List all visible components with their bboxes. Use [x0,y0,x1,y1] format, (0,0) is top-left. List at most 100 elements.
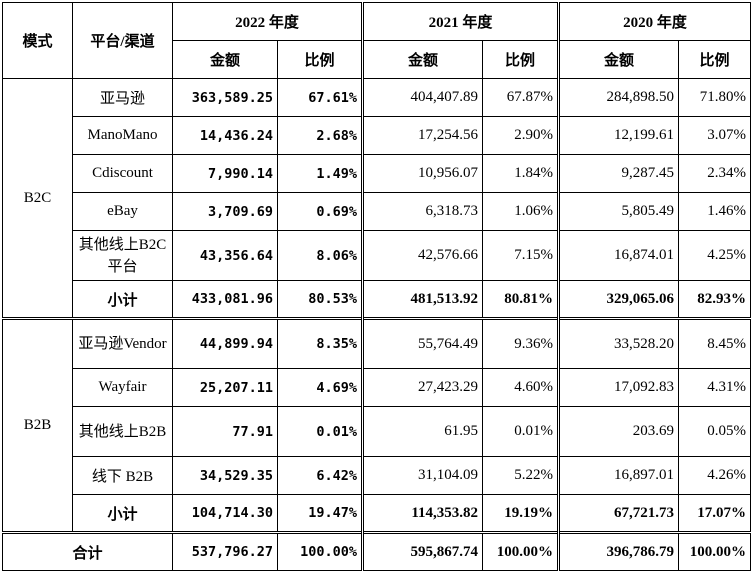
amount-cell: 25,207.11 [172,368,278,407]
ratio-cell: 7.15% [482,230,559,281]
ratio-cell: 82.93% [678,280,751,319]
amount-cell: 16,874.01 [557,230,679,281]
header-amount-2022: 金额 [172,40,278,79]
amount-cell: 17,092.83 [557,368,679,407]
amount-cell: 16,897.01 [557,456,679,495]
total-row: 合计 537,796.27 100.00% 595,867.74 100.00% 396,… [2,531,751,571]
table-row: 其他线上B2B 77.91 0.01% 61.95 0.01% 203.69 0.05% [3,406,751,457]
ratio-cell: 67.61% [277,78,363,117]
ratio-cell: 0.69% [277,192,363,231]
ratio-cell: 0.01% [277,406,363,457]
header-amount-2021: 金额 [361,40,483,79]
header-ratio-2022: 比例 [277,40,363,79]
amount-cell: 5,805.49 [557,192,679,231]
amount-cell: 481,513.92 [361,280,483,319]
ratio-cell: 2.34% [678,154,751,193]
amount-cell: 67,721.73 [557,494,679,533]
ratio-cell: 19.47% [277,494,363,533]
table-row: B2C 亚马逊 363,589.25 67.61% 404,407.89 67.87% 28… [2,78,751,319]
table-row: B2B 亚马逊Vendor 44,899.94 8.35% 55,764.49 9.36%… [2,317,751,533]
amount-cell: 17,254.56 [361,116,483,155]
channel-cell: 线下 B2B [72,456,173,495]
ratio-cell: 1.06% [482,192,559,231]
ratio-cell: 3.07% [678,116,751,155]
ratio-cell: 9.36% [482,317,559,369]
ratio-cell: 0.05% [678,406,751,457]
ratio-cell: 5.22% [482,456,559,495]
ratio-cell: 8.35% [277,317,363,369]
amount-cell: 203.69 [557,406,679,457]
amount-cell: 363,589.25 [172,78,278,117]
ratio-cell: 1.84% [482,154,559,193]
header-ratio-2020: 比例 [678,40,751,79]
table-row: ManoMano 14,436.24 2.68% 17,254.56 2.90% 12,1… [3,116,751,155]
amount-cell: 6,318.73 [361,192,483,231]
ratio-cell: 1.46% [678,192,751,231]
amount-cell: 14,436.24 [172,116,278,155]
amount-cell: 329,065.06 [557,280,679,319]
ratio-cell: 4.60% [482,368,559,407]
table-row: eBay 3,709.69 0.69% 6,318.73 1.06% 5,805.49 1.… [3,192,751,231]
header-channel: 平台/渠道 [72,2,173,79]
ratio-cell: 80.81% [482,280,559,319]
channel-cell: 其他线上B2B [72,406,173,457]
header-year-2022: 2022 年度 [172,2,363,41]
subtotal-label: 小计 [72,280,173,319]
amount-cell: 55,764.49 [361,317,483,369]
ratio-cell: 2.90% [482,116,559,155]
amount-cell: 27,423.29 [361,368,483,407]
header-year-2020: 2020 年度 [557,2,751,41]
header-mode: 模式 [2,2,73,79]
channel-cell: 亚马逊 [72,78,173,117]
ratio-cell: 2.68% [277,116,363,155]
header-ratio-2021: 比例 [482,40,559,79]
amount-cell: 42,576.66 [361,230,483,281]
amount-cell: 44,899.94 [172,317,278,369]
ratio-cell: 71.80% [678,78,751,117]
channel-cell: Cdiscount [72,154,173,193]
amount-cell: 7,990.14 [172,154,278,193]
channel-cell: Wayfair [72,368,173,407]
ratio-cell: 4.69% [277,368,363,407]
ratio-cell: 100.00% [482,531,559,571]
amount-cell: 396,786.79 [557,531,679,571]
ratio-cell: 0.01% [482,406,559,457]
amount-cell: 114,353.82 [361,494,483,533]
ratio-cell: 1.49% [277,154,363,193]
ratio-cell: 19.19% [482,494,559,533]
ratio-cell: 80.53% [277,280,363,319]
table-row: Wayfair 25,207.11 4.69% 27,423.29 4.60% 17,09… [3,368,751,407]
ratio-cell: 8.06% [277,230,363,281]
amount-cell: 9,287.45 [557,154,679,193]
channel-cell: ManoMano [72,116,173,155]
amount-cell: 284,898.50 [557,78,679,117]
amount-cell: 537,796.27 [172,531,278,571]
channel-cell: eBay [72,192,173,231]
table-row: 其他线上B2C 平台 43,356.64 8.06% 42,576.66 7.15% 16… [3,230,751,281]
ratio-cell: 67.87% [482,78,559,117]
amount-cell: 34,529.35 [172,456,278,495]
ratio-cell: 4.26% [678,456,751,495]
table-row: 线下 B2B 34,529.35 6.42% 31,104.09 5.22% 16,897… [3,456,751,495]
subtotal-row: 小计 104,714.30 19.47% 114,353.82 19.19% 67,721… [3,494,751,533]
amount-cell: 3,709.69 [172,192,278,231]
amount-cell: 10,956.07 [361,154,483,193]
ratio-cell: 100.00% [277,531,363,571]
channel-cell: 其他线上B2C 平台 [72,230,173,281]
amount-cell: 77.91 [172,406,278,457]
ratio-cell: 4.25% [678,230,751,281]
subtotal-row: 小计 433,081.96 80.53% 481,513.92 80.81% 329,06… [3,280,751,319]
subtotal-label: 小计 [72,494,173,533]
amount-cell: 33,528.20 [557,317,679,369]
amount-cell: 43,356.64 [172,230,278,281]
mode-cell: B2B [2,317,73,533]
amount-cell: 104,714.30 [172,494,278,533]
header-year-2021: 2021 年度 [361,2,559,41]
amount-cell: 61.95 [361,406,483,457]
ratio-cell: 4.31% [678,368,751,407]
total-label: 合计 [2,531,173,571]
header-amount-2020: 金额 [557,40,679,79]
amount-cell: 595,867.74 [361,531,483,571]
ratio-cell: 100.00% [678,531,751,571]
